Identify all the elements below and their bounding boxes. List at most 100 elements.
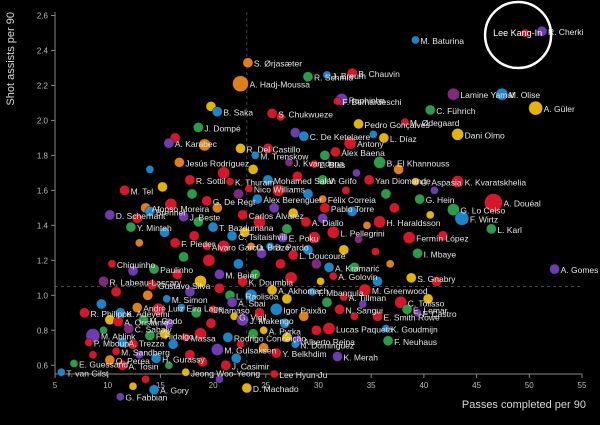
- data-point: [181, 368, 190, 377]
- data-point: [197, 356, 208, 367]
- data-point: [132, 302, 143, 313]
- data-point: [117, 360, 128, 371]
- data-point: [422, 293, 434, 305]
- point-label: G. Lo Celso: [460, 206, 505, 216]
- data-point: [334, 304, 345, 315]
- data-point: [217, 166, 230, 180]
- data-point: [270, 303, 283, 316]
- point-label: J. Casimir: [232, 361, 270, 371]
- data-point: [350, 312, 359, 321]
- data-point: [186, 188, 198, 200]
- data-point: [107, 259, 117, 269]
- y-tick-label: 2.6: [37, 11, 49, 20]
- x-tick-label: 15: [156, 381, 165, 390]
- data-point: [279, 318, 290, 329]
- data-point: [347, 68, 358, 79]
- data-point: [411, 177, 420, 186]
- data-point: [262, 174, 274, 186]
- data-point: [339, 292, 348, 302]
- highlight-circle: [483, 0, 553, 70]
- data-point: [272, 184, 285, 197]
- x-tick-label: 40: [419, 381, 428, 390]
- point-label: I. Mbaye: [424, 249, 457, 259]
- data-point: [116, 392, 125, 401]
- data-point: [138, 314, 149, 325]
- data-point: [454, 211, 470, 226]
- data-point: [157, 181, 168, 193]
- data-point: [451, 175, 464, 188]
- data-point: [382, 335, 394, 346]
- point-label: F. Hidalgo: [156, 332, 194, 342]
- point-label: Jesús Rodríguez: [185, 158, 249, 168]
- point-label: Nico Williams: [254, 185, 305, 195]
- data-point: [174, 157, 185, 168]
- point-label: J. Beste: [190, 213, 221, 223]
- point-label: T. van Gilst: [66, 368, 109, 378]
- data-point: [354, 235, 363, 244]
- point-label: N. Sangui: [346, 305, 383, 315]
- point-label: Yan Diomande: [375, 176, 431, 186]
- data-point: [254, 307, 265, 318]
- data-point: [247, 164, 259, 175]
- point-label: Y. Minteh: [137, 223, 172, 233]
- point-label: C. Tolisso: [408, 298, 445, 308]
- data-point: [207, 221, 219, 233]
- data-point: [127, 265, 139, 277]
- data-point: [141, 375, 150, 384]
- data-point: [119, 185, 130, 196]
- point-label: A. Golovin: [338, 272, 377, 282]
- point-label: G. Aspasia: [420, 178, 461, 188]
- data-point: [275, 258, 286, 270]
- point-labels: R. Cherki M. Baturina S. Ørjasæter A. Hadj-…: [66, 27, 598, 402]
- point-label: R. Cherki: [548, 27, 584, 37]
- data-point: [266, 284, 278, 296]
- data-point: [332, 351, 343, 362]
- data-point: [226, 230, 238, 242]
- point-label: B. Saka: [223, 108, 253, 118]
- data-point: [451, 128, 464, 141]
- data-point: [99, 326, 108, 335]
- data-point: [302, 71, 314, 82]
- point-label: K. Merah: [343, 353, 378, 363]
- point-label: P. Mboup: [94, 339, 130, 349]
- reference-lines: [55, 12, 582, 374]
- point-label: A. Pyrka: [269, 326, 301, 336]
- point-label: T. Bazdumana: [219, 223, 274, 233]
- data-point: [159, 328, 170, 339]
- point-label: G. Vigil: [239, 312, 266, 322]
- point-label: K. Kvaratskhelia: [465, 178, 527, 188]
- point-label: E. Guessand: [79, 360, 128, 370]
- point-label: B. Chauvin: [358, 69, 400, 79]
- data-point: [371, 247, 380, 256]
- y-tick-label: 1.8: [37, 151, 49, 160]
- point-label: M. Simon: [172, 295, 208, 305]
- data-point: [373, 156, 386, 169]
- y-tick-label: 0.8: [37, 326, 49, 335]
- data-point: [307, 287, 317, 297]
- data-point: [111, 347, 121, 356]
- data-point: [253, 215, 266, 229]
- data-point: [150, 353, 162, 364]
- data-point: [184, 174, 196, 186]
- data-point: [225, 177, 235, 186]
- data-point: [164, 361, 174, 370]
- data-point: [276, 112, 285, 122]
- data-point: [246, 242, 256, 251]
- x-tick-label: 45: [472, 381, 481, 390]
- data-point: [79, 307, 90, 318]
- point-label: D. Machado: [253, 384, 299, 394]
- point-label: Carlos Álvarez: [249, 211, 304, 221]
- y-tick-label: 1.0: [37, 291, 49, 300]
- data-point: [288, 249, 299, 261]
- point-label: K. Thuram: [235, 178, 275, 188]
- point-label: Lee Hyun-Ju: [279, 370, 327, 380]
- point-label: D. Pardo: [275, 242, 309, 252]
- data-point: [447, 203, 460, 216]
- data-point: [128, 382, 138, 391]
- data-point: [212, 202, 223, 214]
- x-tick-label: 35: [367, 381, 376, 390]
- point-label: M. Trenskow: [260, 151, 309, 161]
- data-point: [266, 108, 278, 119]
- data-point: [212, 106, 223, 117]
- data-point: [271, 347, 282, 359]
